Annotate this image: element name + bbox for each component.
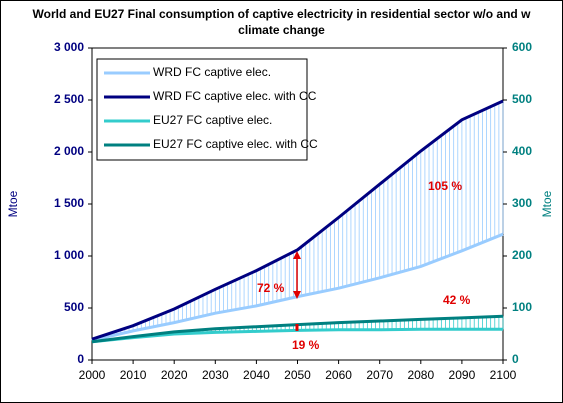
legend-label: EU27 FC captive elec. with CC xyxy=(153,137,318,151)
chart-title: World and EU27 Final consumption of capt… xyxy=(32,7,531,37)
arrow xyxy=(295,324,299,331)
legend-label: EU27 FC captive elec. xyxy=(153,113,272,127)
x-tick-label: 2010 xyxy=(120,368,147,382)
series-line xyxy=(91,99,504,341)
x-tick-label: 2020 xyxy=(161,368,188,382)
x-tick-label: 2080 xyxy=(407,368,434,382)
arrow-head xyxy=(293,251,301,259)
x-tick-label: 2040 xyxy=(243,368,270,382)
y-tick-label: 500 xyxy=(64,300,84,314)
x-tick-label: 2090 xyxy=(449,368,476,382)
y2-tick-label: 100 xyxy=(512,300,532,314)
x-tick-label: 2030 xyxy=(202,368,229,382)
arrows xyxy=(293,251,301,331)
legend: WRD FC captive elec. WRD FC captive elec.… xyxy=(96,58,318,161)
y-tick-label: 1 500 xyxy=(54,196,84,210)
legend-box xyxy=(96,58,308,161)
x-tick-label: 2070 xyxy=(366,368,393,382)
annotation: 72 % xyxy=(257,281,285,295)
x-tick-label: 2100 xyxy=(490,368,517,382)
legend-label: WRD FC captive elec. xyxy=(153,65,271,79)
y2-tick-label: 200 xyxy=(512,248,532,262)
y-tick-label: 2 500 xyxy=(54,92,84,106)
y-axis-label: Mtoe xyxy=(6,190,20,217)
annotation: 105 % xyxy=(428,179,462,193)
annotation: 42 % xyxy=(443,293,471,307)
legend-label: WRD FC captive elec. with CC xyxy=(153,89,317,103)
y-tick-label: 1 000 xyxy=(54,248,84,262)
y2-tick-label: 300 xyxy=(512,196,532,210)
y-tick-label: 3 000 xyxy=(54,40,84,54)
x-tick-label: 2000 xyxy=(79,368,106,382)
x-tick-label: 2060 xyxy=(325,368,352,382)
arrow-head xyxy=(293,291,301,299)
y2-tick-label: 0 xyxy=(512,352,519,366)
y2-tick-label: 500 xyxy=(512,92,532,106)
y2-tick-label: 400 xyxy=(512,144,532,158)
grid: 0 500 1 000 1 500 2 000 2 500 3 000 0 100 200 300 4… xyxy=(54,40,532,382)
y-tick-label: 2 000 xyxy=(54,144,84,158)
x-tick-label: 2050 xyxy=(284,368,311,382)
annotation: 19 % xyxy=(292,338,320,352)
y2-tick-label: 600 xyxy=(512,40,532,54)
y-tick-label: 0 xyxy=(77,352,84,366)
y2-axis-label: Mtoe xyxy=(540,190,554,217)
